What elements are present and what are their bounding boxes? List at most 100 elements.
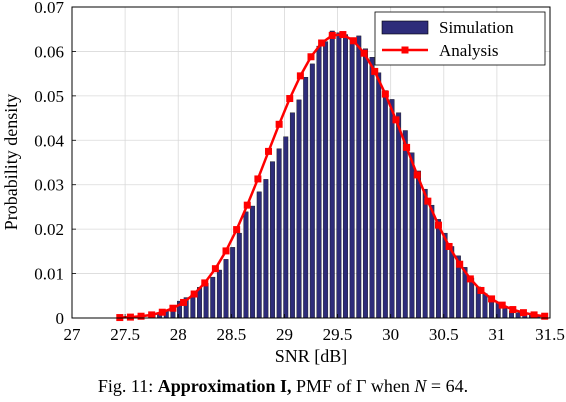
- simulation-bar: [362, 48, 368, 319]
- simulation-bar: [402, 130, 408, 319]
- analysis-marker: [296, 72, 304, 80]
- y-tick-label: 0.07: [34, 0, 64, 17]
- simulation-bar: [449, 246, 455, 319]
- analysis-marker: [434, 221, 442, 229]
- y-tick-label: 0.06: [34, 42, 64, 61]
- simulation-bar: [422, 188, 428, 319]
- simulation-bar: [309, 63, 315, 319]
- analysis-marker: [541, 312, 549, 320]
- caption-prefix: Fig. 11:: [97, 376, 158, 396]
- y-tick-label: 0.04: [34, 131, 64, 150]
- analysis-marker: [126, 313, 134, 321]
- simulation-bar: [336, 32, 342, 319]
- analysis-marker: [265, 147, 273, 155]
- simulation-bar: [469, 277, 475, 319]
- simulation-bar: [283, 136, 289, 319]
- simulation-bar: [303, 76, 309, 319]
- simulation-bar: [263, 179, 269, 319]
- analysis-marker: [466, 275, 474, 283]
- x-tick-label: 30: [382, 325, 399, 344]
- analysis-marker: [243, 201, 251, 209]
- analysis-marker: [445, 242, 453, 250]
- simulation-bar: [389, 99, 395, 319]
- x-tick-label: 29: [276, 325, 293, 344]
- analysis-marker: [519, 309, 527, 317]
- analysis-marker: [488, 295, 496, 303]
- analysis-marker: [509, 306, 517, 314]
- simulation-bar: [203, 283, 209, 319]
- legend-analysis-marker: [401, 46, 409, 54]
- y-axis-label: Probability density: [1, 94, 21, 231]
- simulation-bar: [289, 112, 295, 319]
- caption-math: N: [414, 376, 427, 396]
- analysis-marker: [360, 49, 368, 57]
- analysis-marker: [211, 265, 219, 273]
- simulation-bar: [197, 287, 202, 319]
- analysis-marker: [190, 290, 198, 298]
- simulation-bar: [250, 205, 256, 319]
- simulation-bar: [376, 72, 382, 319]
- simulation-bar: [256, 191, 262, 319]
- x-tick-label: 28: [170, 325, 187, 344]
- analysis-marker: [392, 116, 400, 124]
- x-tick-label: 29.5: [323, 325, 353, 344]
- simulation-bar: [382, 90, 388, 319]
- simulation-bar: [230, 247, 236, 319]
- simulation-bar: [276, 148, 282, 319]
- analysis-marker: [530, 311, 538, 319]
- simulation-bar: [243, 211, 249, 319]
- x-axis-label: SNR [dB]: [275, 346, 348, 366]
- simulation-bar: [329, 30, 335, 319]
- simulation-bar: [369, 57, 375, 319]
- x-tick-label: 27.5: [110, 325, 140, 344]
- caption-bold: Approximation I,: [157, 376, 292, 396]
- analysis-marker: [456, 260, 464, 268]
- simulation-bar: [409, 152, 415, 319]
- simulation-bar: [416, 170, 422, 319]
- y-tick-label: 0.01: [34, 265, 64, 284]
- simulation-bar: [349, 37, 355, 319]
- analysis-marker: [201, 279, 209, 287]
- analysis-marker: [148, 311, 156, 319]
- simulation-bar: [296, 99, 302, 319]
- analysis-marker: [381, 90, 389, 98]
- analysis-marker: [318, 39, 326, 47]
- simulation-bar: [216, 269, 222, 319]
- analysis-marker: [180, 298, 188, 306]
- analysis-marker: [477, 286, 485, 294]
- axis-ticks: 27 27.5 28 28.5 29 29.5 30 30.5 31 31.5 0 0.01 0.02 0…: [34, 0, 565, 344]
- simulation-bar: [436, 219, 441, 319]
- caption-suffix: = 64.: [426, 376, 469, 396]
- analysis-marker: [307, 53, 315, 61]
- x-tick-label: 28.5: [216, 325, 246, 344]
- plot-frame: [71, 6, 551, 319]
- analysis-marker: [169, 304, 177, 312]
- simulation-bar: [223, 259, 229, 319]
- simulation-bar: [190, 294, 196, 319]
- x-tick-label: 31: [488, 325, 505, 344]
- analysis-marker: [254, 175, 262, 183]
- legend-simulation-label: Simulation: [439, 18, 514, 37]
- simulation-bar: [316, 45, 322, 319]
- analysis-marker: [349, 37, 357, 45]
- analysis-marker: [424, 197, 432, 205]
- y-tick-label: 0.05: [34, 87, 64, 106]
- simulation-bar: [396, 112, 402, 319]
- analysis-marker: [233, 226, 241, 234]
- simulation-bar: [515, 312, 521, 319]
- legend: Simulation Analysis: [374, 11, 546, 66]
- simulation-bar: [429, 204, 435, 319]
- analysis-marker: [158, 308, 166, 316]
- analysis-marker: [137, 312, 145, 320]
- analysis-marker: [275, 120, 283, 128]
- x-tick-label: 30.5: [429, 325, 459, 344]
- simulation-bar: [236, 232, 242, 319]
- simulation-bar: [210, 276, 216, 319]
- analysis-marker: [339, 31, 347, 39]
- analysis-marker: [286, 95, 294, 103]
- simulation-bar: [356, 35, 362, 319]
- simulation-bar: [343, 34, 348, 319]
- simulation-bar: [502, 308, 508, 319]
- legend-analysis-label: Analysis: [439, 41, 499, 60]
- legend-simulation-swatch: [381, 20, 429, 35]
